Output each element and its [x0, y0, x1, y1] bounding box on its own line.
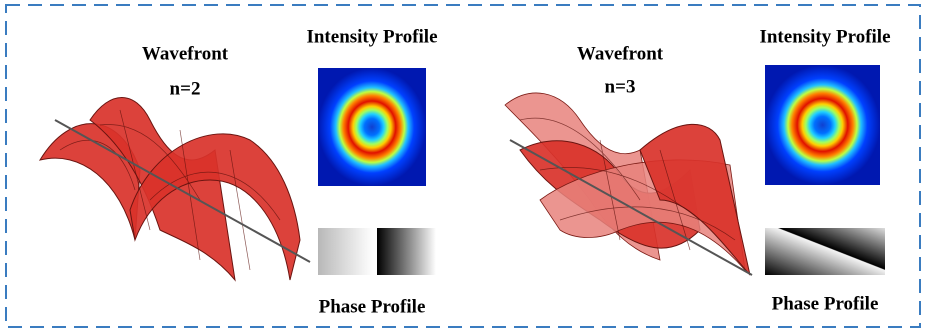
phase-label: Phase Profile: [319, 296, 426, 317]
wavefront-surface: [505, 93, 752, 275]
intensity-label: Intensity Profile: [306, 26, 437, 47]
order-label: n=3: [605, 76, 636, 97]
order-label: n=2: [170, 78, 201, 99]
intensity-image: [318, 68, 426, 186]
figure: Wavefront n=2 Intensity Profile Phase Pr…: [0, 0, 926, 333]
phase-label: Phase Profile: [772, 293, 879, 314]
phase-image: [765, 228, 885, 275]
wavefront-label: Wavefront: [577, 43, 664, 64]
wavefront-label: Wavefront: [142, 43, 229, 64]
phase-image: [318, 228, 373, 275]
intensity-image: [765, 65, 880, 185]
phase-image: [377, 228, 436, 275]
wavefront-surface: [40, 98, 310, 281]
intensity-label: Intensity Profile: [759, 26, 890, 47]
